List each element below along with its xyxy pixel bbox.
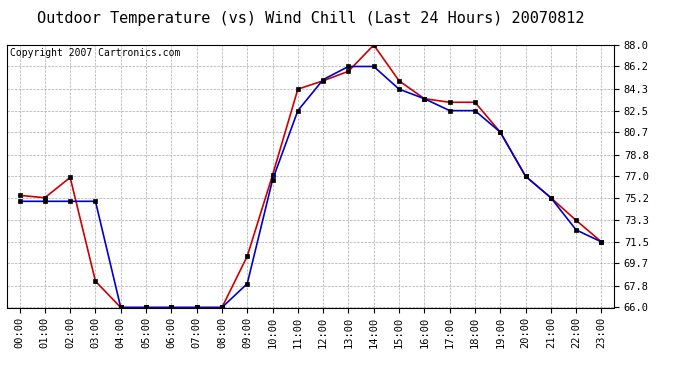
Text: Copyright 2007 Cartronics.com: Copyright 2007 Cartronics.com xyxy=(10,48,180,58)
Text: Outdoor Temperature (vs) Wind Chill (Last 24 Hours) 20070812: Outdoor Temperature (vs) Wind Chill (Las… xyxy=(37,11,584,26)
